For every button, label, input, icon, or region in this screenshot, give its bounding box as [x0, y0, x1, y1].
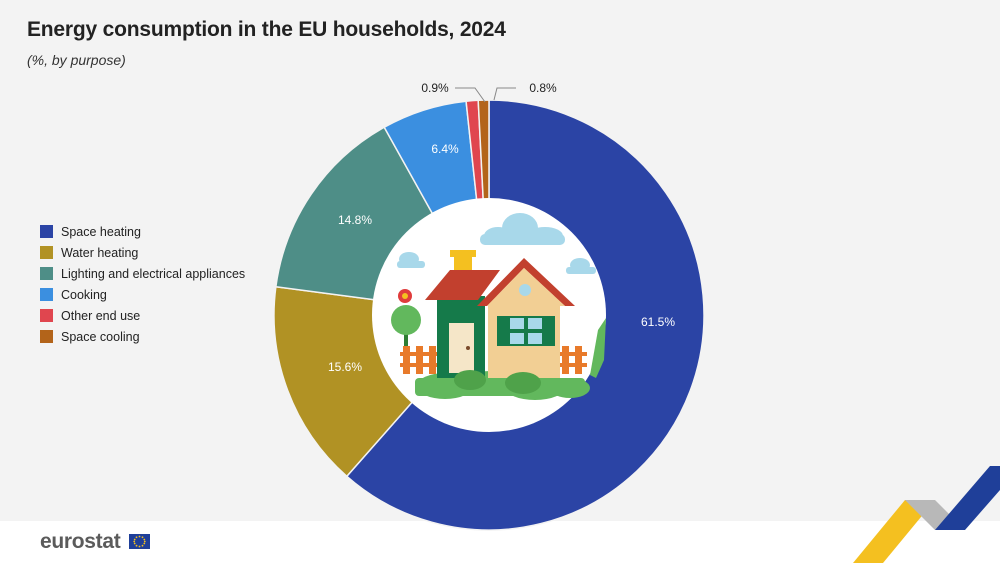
chart-subtitle: (%, by purpose)	[27, 52, 126, 68]
leader-line-other	[455, 87, 486, 103]
chart-title: Energy consumption in the EU households,…	[27, 18, 506, 41]
legend-label: Water heating	[61, 245, 139, 260]
legend-label: Cooking	[61, 287, 107, 302]
legend-swatch	[40, 288, 53, 301]
corner-decoration	[853, 466, 1000, 563]
legend-item-space-heating: Space heating	[40, 221, 245, 242]
label-space-cooling: 0.8%	[529, 81, 557, 95]
label-water-heating: 15.6%	[328, 360, 362, 374]
legend-label: Lighting and electrical appliances	[61, 266, 246, 281]
chart-legend: Space heating Water heating Lighting and…	[40, 221, 245, 347]
legend-label: Space cooling	[61, 329, 140, 344]
legend-label: Other end use	[61, 308, 141, 323]
legend-item-cooking: Cooking	[40, 284, 245, 305]
eurostat-logo: eurostat	[40, 530, 121, 553]
legend-item-lighting: Lighting and electrical appliances	[40, 263, 245, 284]
legend-swatch	[40, 225, 53, 238]
legend-label: Space heating	[61, 224, 141, 239]
legend-swatch	[40, 309, 53, 322]
label-space-heating: 61.5%	[641, 315, 675, 329]
label-other-end-use: 0.9%	[421, 81, 449, 95]
label-cooking: 6.4%	[431, 142, 459, 156]
legend-item-water-heating: Water heating	[40, 242, 245, 263]
eu-flag-icon	[129, 534, 150, 549]
cloud-icon	[397, 213, 596, 274]
label-lighting: 14.8%	[338, 213, 372, 227]
legend-item-other-end-use: Other end use	[40, 305, 245, 326]
legend-swatch	[40, 267, 53, 280]
legend-item-space-cooling: Space cooling	[40, 326, 245, 347]
legend-swatch	[40, 246, 53, 259]
leader-line-cooling	[493, 87, 516, 101]
house-illustration	[391, 213, 606, 400]
legend-swatch	[40, 330, 53, 343]
